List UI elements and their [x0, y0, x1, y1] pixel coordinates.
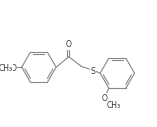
Text: O: O	[11, 64, 16, 73]
Text: CH₃: CH₃	[0, 64, 12, 73]
Text: O: O	[102, 94, 108, 103]
Text: CH₃: CH₃	[106, 101, 121, 110]
Text: O: O	[66, 40, 72, 49]
Text: S: S	[90, 67, 95, 76]
